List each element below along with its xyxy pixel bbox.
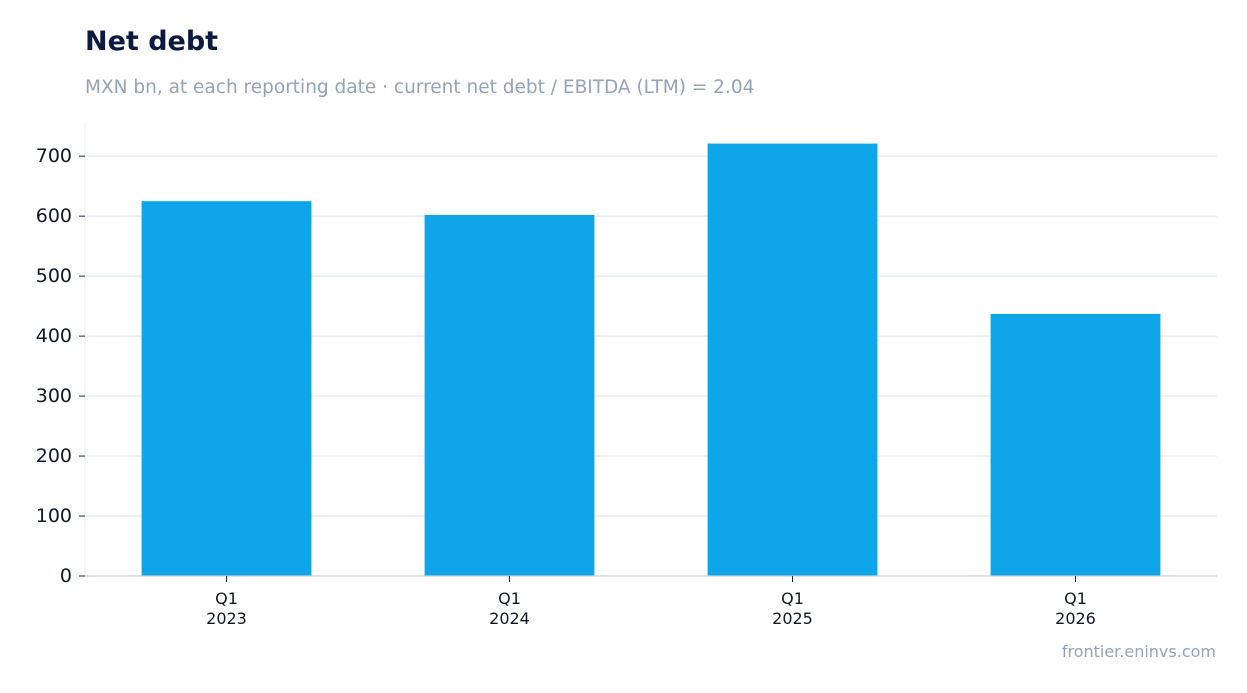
y-tick-label: 700 bbox=[36, 145, 72, 167]
bars bbox=[141, 143, 1161, 576]
y-tick-label: 100 bbox=[36, 505, 72, 527]
y-tick-label: 300 bbox=[36, 385, 72, 407]
y-tick-label: 600 bbox=[36, 205, 72, 227]
y-tick-label: 400 bbox=[36, 325, 72, 347]
y-tick: 100 bbox=[36, 505, 85, 527]
x-tick-label: 2023 bbox=[206, 609, 247, 628]
y-axis-ticks: 0 100 200 300 400 500 600 700 bbox=[36, 145, 85, 587]
chart-title: Net debt bbox=[85, 26, 219, 57]
source-credit: frontier.eninvs.com bbox=[1061, 642, 1216, 661]
y-tick-label: 200 bbox=[36, 445, 72, 467]
x-tick-label: Q1 bbox=[498, 589, 521, 608]
x-tick-label: Q1 bbox=[1064, 589, 1087, 608]
x-tick-label: 2025 bbox=[772, 609, 813, 628]
axes bbox=[84, 122, 1217, 577]
x-tick-label: 2026 bbox=[1055, 609, 1096, 628]
y-tick-label: 500 bbox=[36, 265, 72, 287]
x-tick-label: Q1 bbox=[215, 589, 238, 608]
y-tick: 600 bbox=[36, 205, 85, 227]
y-tick: 400 bbox=[36, 325, 85, 347]
y-tick: 200 bbox=[36, 445, 85, 467]
y-tick: 700 bbox=[36, 145, 85, 167]
y-tick: 0 bbox=[60, 565, 85, 587]
bar bbox=[424, 214, 595, 576]
x-tick-label: Q1 bbox=[781, 589, 804, 608]
x-tick-label: 2024 bbox=[489, 609, 530, 628]
bar bbox=[990, 313, 1161, 576]
y-tick-label: 0 bbox=[60, 565, 72, 587]
y-tick: 500 bbox=[36, 265, 85, 287]
y-tick: 300 bbox=[36, 385, 85, 407]
chart-subtitle: MXN bn, at each reporting date · current… bbox=[85, 77, 755, 98]
bar bbox=[141, 201, 312, 576]
bar bbox=[707, 143, 878, 576]
